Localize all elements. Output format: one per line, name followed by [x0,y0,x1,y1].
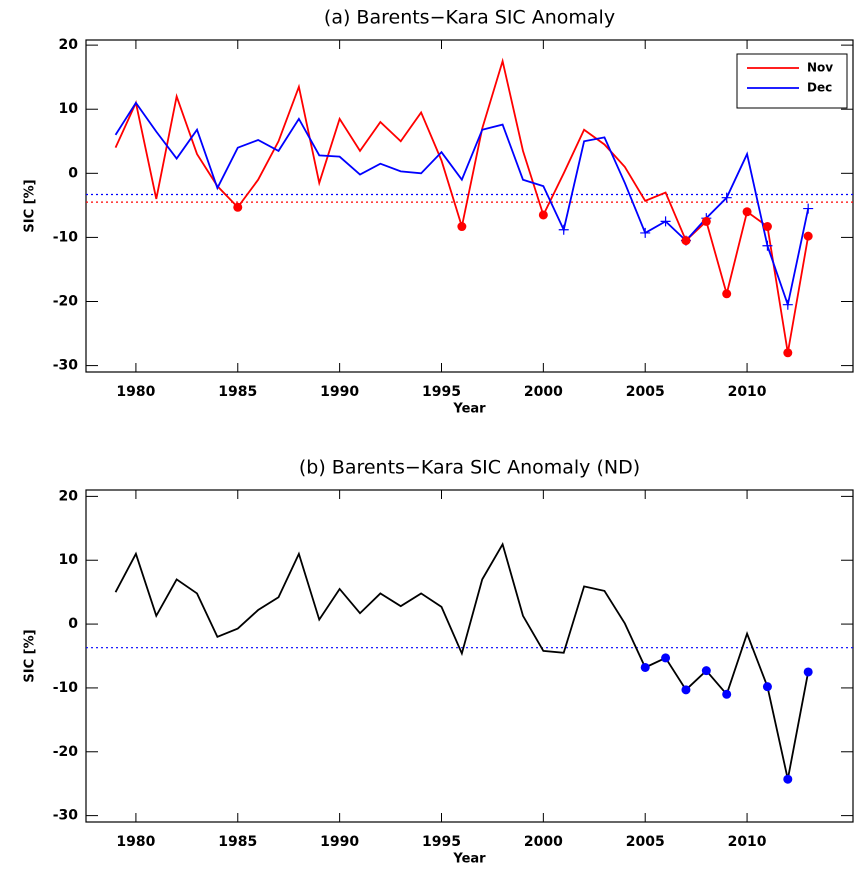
legend-label: Dec [807,81,832,95]
x-tick-label: 1985 [218,384,257,400]
y-tick-label: -10 [53,680,79,696]
y-tick-label: 0 [68,165,78,181]
y-tick-label: 20 [59,488,79,504]
point-marker [721,192,732,203]
panel: (b) Barents−Kara SIC Anomaly (ND) 1980 198… [23,457,854,867]
y-tick-label: -20 [53,744,79,760]
point-marker [762,682,772,692]
legend-label: Nov [807,61,833,75]
x-tick-label: 1995 [422,384,461,400]
point-marker [701,216,711,226]
point-marker [457,222,467,232]
y-tick-label: -20 [53,293,79,309]
plot-frame [85,489,854,823]
point-marker [681,236,691,246]
point-marker [660,216,671,227]
point-marker [722,689,732,699]
point-marker [783,348,793,358]
point-marker [803,667,813,677]
point-marker [661,653,671,663]
x-axis-label: Year [452,402,486,417]
x-tick-label: 2000 [524,834,563,850]
x-tick-label: 1990 [320,834,359,850]
point-marker [782,299,793,310]
y-tick-label: 20 [59,37,79,53]
y-tick-label: 10 [59,552,79,568]
x-tick-label: 1980 [116,384,155,400]
point-marker [762,240,773,251]
x-tick-label: 2005 [626,384,665,400]
x-tick-label: 2010 [728,834,767,850]
legend-box [736,53,848,109]
plot-frame [85,39,854,373]
series-line [114,101,810,309]
y-tick-label: 0 [68,616,78,632]
y-tick-label: 10 [59,101,79,117]
point-marker [783,774,793,784]
x-tick-label: 2005 [626,834,665,850]
point-marker [803,231,813,241]
y-tick-label: -30 [53,808,79,824]
point-marker [640,227,651,238]
x-tick-label: 2000 [524,384,563,400]
point-marker [722,289,732,299]
y-tick-label: -10 [53,229,79,245]
x-tick-label: 1980 [116,834,155,850]
y-axis-label: SIC [%] [23,179,38,232]
x-tick-label: 1995 [422,834,461,850]
point-marker [701,666,711,676]
point-marker [233,202,243,212]
point-marker [640,662,650,672]
point-marker [762,222,772,232]
x-tick-label: 1990 [320,384,359,400]
x-tick-label: 2010 [728,384,767,400]
series-line [114,57,810,353]
x-tick-label: 1985 [218,834,257,850]
x-axis-label: Year [452,852,486,867]
point-marker [742,207,752,217]
y-tick-label: -30 [53,358,79,374]
panel: (a) Barents−Kara SIC Anomaly 1980 1985 1990… [23,7,854,417]
chart-title: (a) Barents−Kara SIC Anomaly [324,7,615,29]
point-marker [538,210,548,220]
y-axis-label: SIC [%] [23,629,38,682]
point-marker [681,685,691,695]
point-marker [803,203,814,214]
series-line [114,541,810,780]
chart-title: (b) Barents−Kara SIC Anomaly (ND) [299,457,640,479]
point-marker [558,224,569,235]
